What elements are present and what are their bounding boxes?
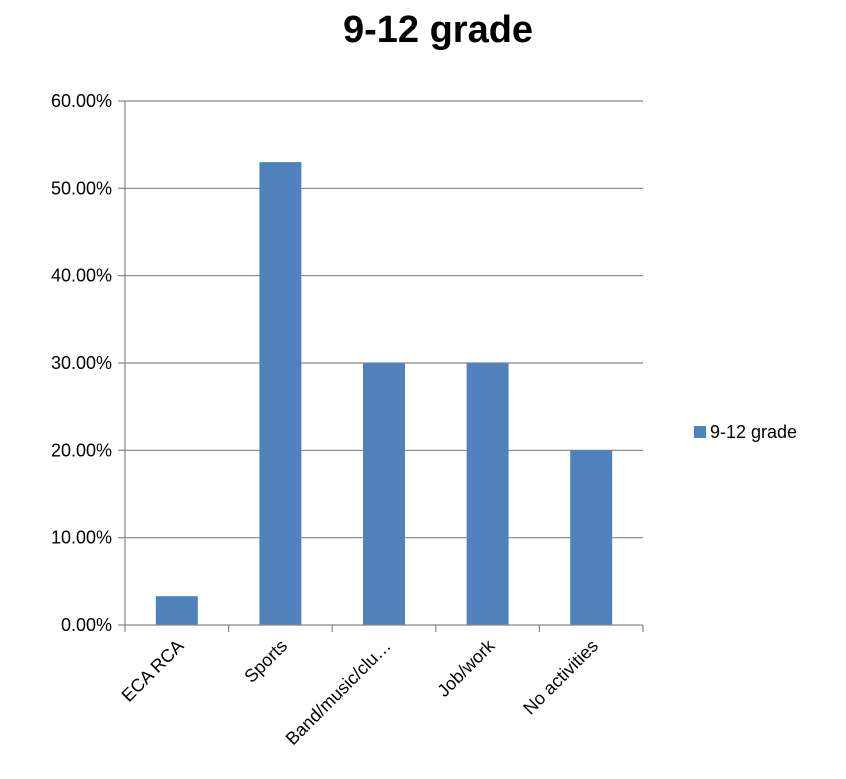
y-tick-label: 30.00% xyxy=(51,353,112,373)
x-tick-label: Band/music/clu… xyxy=(282,636,395,749)
bar xyxy=(155,596,198,625)
x-tick-label: No activities xyxy=(519,636,602,719)
bar xyxy=(259,162,302,625)
y-tick-label: 40.00% xyxy=(51,266,112,286)
axes xyxy=(124,101,644,632)
bar xyxy=(363,363,405,625)
y-tick-label: 0.00% xyxy=(61,615,112,635)
bars xyxy=(155,162,613,625)
bar xyxy=(570,450,613,625)
x-tick-label: Job/work xyxy=(433,635,499,701)
y-tick-label: 50.00% xyxy=(51,178,112,198)
legend: 9-12 grade xyxy=(694,422,797,442)
chart-title: 9-12 grade xyxy=(343,9,533,51)
legend-label: 9-12 grade xyxy=(710,422,797,442)
y-tick-label: 60.00% xyxy=(51,91,112,111)
x-tick-label: Sports xyxy=(240,636,291,687)
y-tick-label: 10.00% xyxy=(51,528,112,548)
legend-swatch xyxy=(694,426,706,438)
bar xyxy=(466,363,509,625)
x-tick-label: ECA RCA xyxy=(118,636,188,706)
y-tick-label: 20.00% xyxy=(51,440,112,460)
y-tick-labels: 0.00% 10.00% 20.00% 30.00% 40.00% 50.00% 60.00… xyxy=(51,91,112,635)
